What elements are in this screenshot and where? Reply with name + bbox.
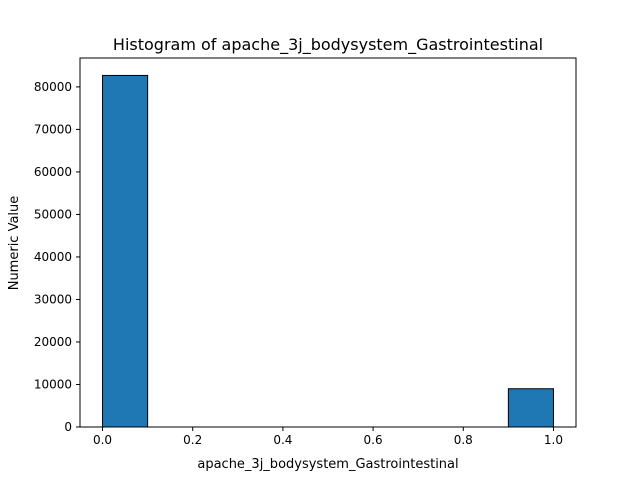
histogram-bar-0 — [102, 74, 149, 428]
y-tick-label: 30000 — [34, 292, 72, 306]
axes-layer — [79, 57, 577, 428]
chart-title: Histogram of apache_3j_bodysystem_Gastro… — [113, 35, 543, 55]
plot-frame — [79, 57, 577, 428]
y-tick-label: 10000 — [34, 377, 72, 391]
x-tick-label: 0.6 — [364, 433, 383, 447]
x-tick-label: 0.2 — [183, 433, 202, 447]
y-tick-label: 60000 — [34, 165, 72, 179]
y-tick-label: 20000 — [34, 335, 72, 349]
x-tick-label: 0.4 — [273, 433, 292, 447]
y-tick-label: 40000 — [34, 250, 72, 264]
x-tick-label: 0.0 — [93, 433, 112, 447]
y-tick-label: 80000 — [34, 80, 72, 94]
x-tick-label: 1.0 — [544, 433, 563, 447]
x-tick-label: 0.8 — [454, 433, 473, 447]
histogram-bar-1 — [507, 388, 554, 428]
x-axis-label: apache_3j_bodysystem_Gastrointestinal — [197, 457, 458, 472]
bars-layer — [102, 74, 554, 428]
y-axis-label: Numeric Value — [7, 196, 22, 291]
y-tick-label: 70000 — [34, 122, 72, 136]
ticks-layer: 0.0 0.2 0.4 0.6 0.8 1.0 0 10000 20000 30000 40000 5… — [34, 80, 563, 447]
y-tick-label: 50000 — [34, 207, 72, 221]
y-tick-label: 0 — [64, 420, 72, 434]
